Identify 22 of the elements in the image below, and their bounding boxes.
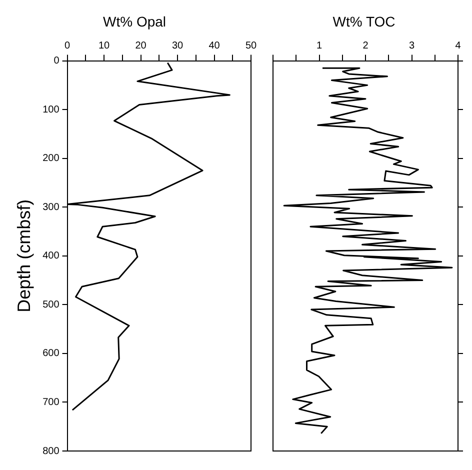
x-tick-label: 40 [208, 40, 220, 52]
y-tick-label: 800 [42, 446, 60, 457]
x-tick-label: 4 [455, 40, 462, 52]
x-tick-label: 0 [64, 40, 71, 52]
x-tick-label: 20 [135, 40, 147, 52]
y-tick-label: 0 [54, 56, 60, 67]
y-tick-label: 300 [42, 202, 60, 213]
x-tick-label: 3 [408, 40, 415, 52]
chart-title: Wt% TOC [332, 13, 396, 30]
y-tick-label: 600 [42, 348, 60, 360]
y-tick-label: 100 [42, 104, 60, 116]
x-tick-label: 2 [362, 40, 369, 52]
x-tick-label: 50 [245, 40, 257, 52]
x-tick-label: 1 [316, 40, 322, 52]
y-tick-label: 400 [42, 250, 60, 262]
y-tick-label: 200 [42, 153, 60, 164]
x-tick-label: 30 [172, 40, 184, 52]
y-tick-label: 500 [42, 299, 60, 310]
y-axis-title: Depth (cmbsf) [14, 199, 34, 312]
chart-title: Wt% Opal [102, 13, 166, 30]
y-tick-label: 700 [42, 396, 60, 408]
x-tick-label: 10 [98, 40, 110, 52]
